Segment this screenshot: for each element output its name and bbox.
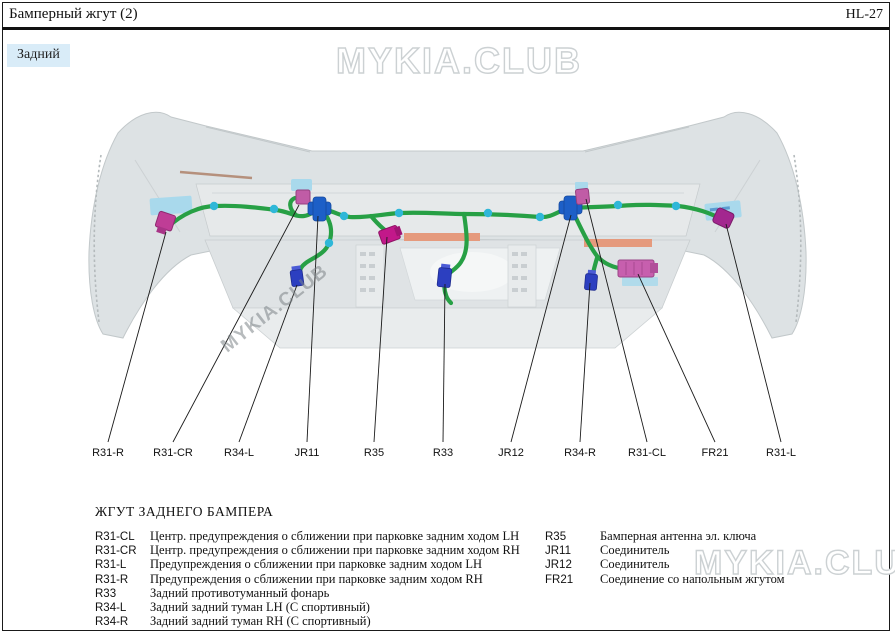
page-border [2, 2, 890, 631]
legend-row: R31-CR Центр. предупреждения о сближении … [95, 541, 520, 558]
diagram-label-fr21: FR21 [701, 447, 729, 459]
leader-lines [107, 198, 782, 443]
orange-strip-right [584, 239, 652, 247]
legend-row: R31-R Предупреждения о сближении при парк… [95, 570, 520, 586]
tab-rear[interactable]: Задний [7, 44, 70, 67]
legend-desc: Задний противотуманный фонарь [150, 585, 330, 600]
diagram-label-r34-r: R34-R [564, 447, 596, 459]
legend-right-column: R35 Бамперная антенна эл. ключа JR11 Соеди… [545, 527, 785, 586]
diagram-label-r31-cr: R31-CR [153, 447, 193, 459]
connector-r35 [378, 225, 403, 245]
diagram-label-r31-cl: R31-CL [628, 447, 666, 459]
connector-r31-cl [574, 188, 591, 205]
diagram-label-jr11: JR11 [294, 447, 320, 459]
legend-desc: Центр. предупреждения о сближении при па… [150, 529, 520, 543]
legend-code: R31-R [95, 573, 129, 586]
bumper-illustration [88, 111, 807, 349]
legend-row: JR12 Соединитель [545, 555, 785, 572]
legend-row: FR21 Соединение со напольным жгутом [545, 570, 785, 586]
connector-r31-l [712, 207, 735, 229]
orange-strip-left [404, 233, 480, 241]
legend-code: JR12 [545, 559, 572, 572]
legend-code: R31-L [95, 559, 127, 572]
diagram-label-r31-r: R31-R [92, 447, 124, 459]
watermark-top: MYKIA.CLUB [335, 39, 582, 81]
diagram-label-r31-l: R31-L [766, 447, 796, 459]
connector-r31-cr [295, 189, 311, 205]
legend-code: R34-R [95, 616, 129, 629]
header-divider [2, 27, 889, 30]
legend-desc: Бамперная антенна эл. ключа [600, 529, 757, 543]
legend-desc: Соединитель [600, 543, 670, 558]
connector-jr12 [558, 195, 583, 221]
legend-code: R31-CR [95, 545, 137, 558]
legend-row: R31-CL Центр. предупреждения о сближении … [95, 527, 520, 543]
legend-code: R33 [95, 587, 117, 600]
legend-row: R35 Бамперная антенна эл. ключа [545, 527, 785, 543]
connector-r33 [436, 263, 453, 288]
legend-desc: Задний задний туман LH (С спортивный) [150, 599, 370, 614]
legend-desc: Соединитель [600, 557, 670, 572]
legend-row: R31-L Предупреждения о сближении при парк… [95, 555, 520, 572]
legend-code: R31-CL [95, 531, 135, 543]
diagram-label-r34-l: R34-L [224, 447, 254, 459]
legend-desc: Соединение со напольным жгутом [600, 571, 785, 586]
legend-desc: Предупреждения о сближении при парковке … [150, 571, 483, 586]
legend-code: R35 [545, 531, 567, 543]
legend-row: R34-R Задний задний туман RH (С спортивны… [95, 612, 520, 629]
diagram-label-r35: R35 [363, 447, 385, 459]
connector-r34-r [584, 269, 598, 291]
legend-desc: Предупреждения о сближении при парковке … [150, 557, 483, 572]
diagram-label-jr12: JR12 [498, 447, 524, 459]
legend-code: JR11 [545, 545, 571, 558]
legend-row: JR11 Соединитель [545, 541, 785, 558]
legend-code: R34-L [95, 601, 127, 614]
page-title: Бамперный жгут (2) [9, 6, 138, 22]
harness-clips [209, 200, 681, 248]
legend-left-column: R31-CL Центр. предупреждения о сближении … [95, 527, 520, 629]
diagram-label-r33: R33 [432, 447, 454, 459]
legend-code: FR21 [545, 573, 574, 586]
page-code: HL-27 [845, 7, 883, 22]
legend-desc: Центр. предупреждения о сближении при па… [150, 543, 520, 558]
legend-desc: Задний задний туман RH (С спортивный) [150, 614, 371, 629]
legend-row: R34-L Задний задний туман LH (С спортивны… [95, 598, 520, 614]
connector-r31-r [154, 210, 177, 235]
watermark-bottom-right: MYKIA.CLUB [693, 543, 895, 582]
legend-title: ЖГУТ ЗАДНЕГО БАМПЕРА [95, 504, 274, 519]
connector-fr21 [617, 259, 658, 278]
connector-jr11 [307, 196, 332, 222]
legend-row: R33 Задний противотуманный фонарь [95, 584, 520, 600]
connector-r34-l [289, 265, 305, 287]
